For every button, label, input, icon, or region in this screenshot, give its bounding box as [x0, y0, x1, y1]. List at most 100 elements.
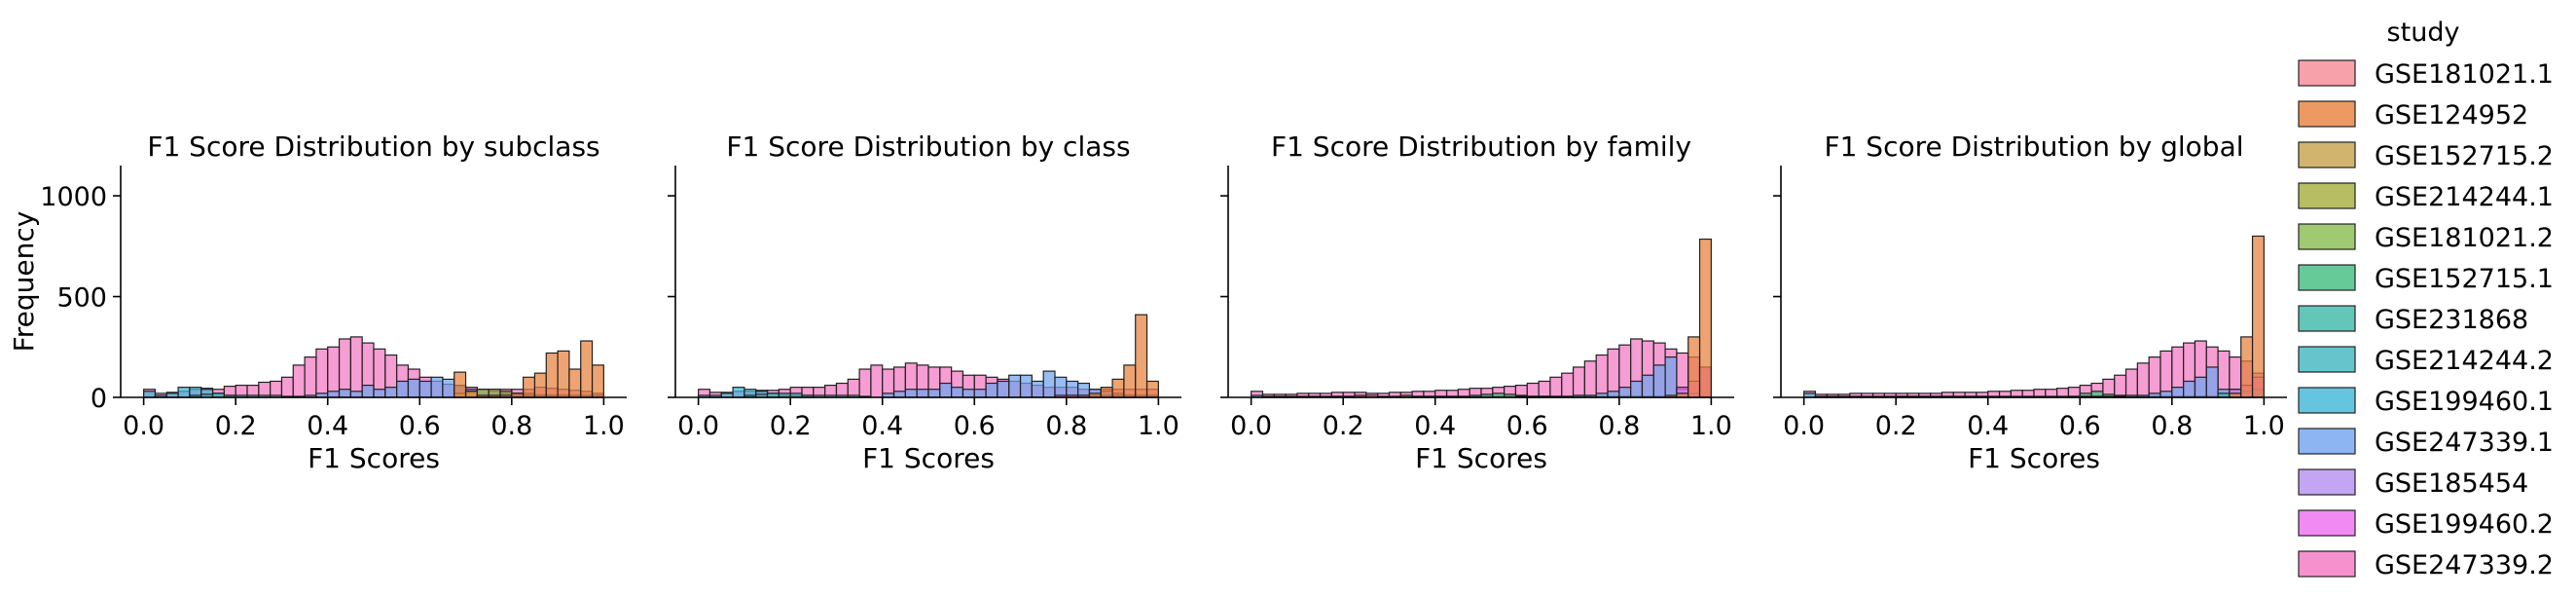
- histogram-bar: [1641, 374, 1654, 398]
- panel-title: F1 Score Distribution by subclass: [147, 131, 599, 163]
- legend-item: GSE152715.1: [2298, 264, 2554, 294]
- histogram-bars: [143, 336, 604, 398]
- histogram-bar: [1145, 380, 1159, 398]
- histogram-bar: [927, 389, 941, 398]
- histogram-bar: [2205, 366, 2219, 398]
- legend-item: GSE181021.2: [2298, 223, 2554, 253]
- histogram-bar: [1607, 391, 1620, 398]
- histogram-bar: [1111, 378, 1125, 398]
- histogram-bar: [454, 371, 467, 398]
- histogram-bar: [533, 372, 547, 398]
- histogram-bar: [1572, 366, 1585, 398]
- histogram-bar: [523, 376, 536, 398]
- histogram-bar: [1687, 336, 1701, 398]
- y-axis-label: Frequency: [8, 211, 40, 353]
- legend-item: GSE185454: [2298, 468, 2528, 499]
- histogram-bars: [698, 314, 1159, 398]
- histogram-bar: [997, 380, 1010, 398]
- histogram-bar: [870, 364, 884, 398]
- histogram-bar: [2171, 387, 2185, 398]
- histogram-bar: [1100, 387, 1113, 398]
- histogram-bar: [1538, 380, 1551, 398]
- histogram-bar: [464, 391, 478, 398]
- y-tick-label: 0: [91, 384, 107, 414]
- legend-label: GSE231868: [2375, 305, 2528, 335]
- histogram-bar: [2136, 362, 2150, 398]
- x-tick-label: 0.4: [1414, 411, 1456, 441]
- legend-item: GSE247339.2: [2298, 550, 2554, 580]
- legend-swatch: [2298, 550, 2356, 578]
- legend-label: GSE247339.1: [2375, 428, 2554, 458]
- x-axis-label: F1 Scores: [1415, 442, 1547, 474]
- histogram-bar: [591, 364, 604, 398]
- legend-swatch: [2298, 264, 2356, 291]
- histogram-bar: [1698, 238, 1712, 398]
- histogram-bar: [904, 389, 918, 398]
- legend-item: GSE214244.1: [2298, 182, 2554, 212]
- histogram-bar: [1618, 387, 1632, 398]
- x-tick-label: 0.2: [770, 411, 812, 441]
- histogram-bar: [1630, 380, 1644, 398]
- legend-swatch: [2298, 468, 2356, 496]
- legend-label: GSE214244.2: [2375, 346, 2554, 376]
- x-tick-label: 1.0: [2243, 411, 2285, 441]
- histogram-panel-2: F1 Score Distribution by class 0.0 0.2 0.4 0…: [668, 131, 1181, 474]
- x-tick-label: 0.0: [123, 411, 164, 441]
- histogram-bar: [1652, 364, 1666, 398]
- histogram-bar: [916, 389, 929, 398]
- histogram-bar: [315, 348, 329, 398]
- x-axis-label: F1 Scores: [308, 442, 440, 474]
- legend-swatch: [2298, 428, 2356, 455]
- legend-swatch: [2298, 305, 2356, 332]
- legend-swatch: [2298, 141, 2356, 168]
- y-tick-label: 500: [56, 283, 107, 314]
- x-tick-label: 0.8: [1598, 411, 1640, 441]
- histogram-bar: [292, 364, 306, 398]
- legend-label: GSE181021.1: [2375, 59, 2554, 90]
- legend-swatch: [2298, 100, 2356, 128]
- histogram-bar: [430, 376, 444, 398]
- x-tick-label: 0.0: [1230, 411, 1272, 441]
- x-tick-label: 0.6: [399, 411, 441, 441]
- x-tick-label: 0.0: [1783, 411, 1825, 441]
- panel-title: F1 Score Distribution by class: [726, 131, 1130, 163]
- x-tick-label: 0.4: [307, 411, 348, 441]
- x-tick-label: 0.6: [1506, 411, 1548, 441]
- histogram-bar: [177, 387, 191, 398]
- legend-label: GSE199460.2: [2375, 509, 2554, 540]
- x-tick-label: 0.8: [1045, 411, 1087, 441]
- histogram-bar: [1031, 380, 1044, 398]
- histogram-bar: [847, 378, 860, 398]
- histogram-bar: [327, 346, 341, 398]
- histogram-bar: [1135, 314, 1148, 398]
- histogram-bar: [1526, 382, 1540, 398]
- x-axis-label: F1 Scores: [1968, 442, 2100, 474]
- histogram-bar: [407, 378, 420, 398]
- histogram-bar: [557, 350, 570, 398]
- histogram-bar: [143, 391, 157, 398]
- x-tick-label: 1.0: [1690, 411, 1732, 441]
- x-tick-label: 0.6: [954, 411, 996, 441]
- x-axis-label: F1 Scores: [862, 442, 995, 474]
- legend-label: GSE152715.2: [2375, 141, 2554, 171]
- x-tick-label: 0.2: [1323, 411, 1364, 441]
- histogram-panel-3: F1 Score Distribution by family 0.0 0.2 0.4…: [1220, 131, 1734, 474]
- x-tick-label: 1.0: [583, 411, 625, 441]
- histogram-bar: [2251, 235, 2265, 398]
- histogram-bar: [939, 382, 953, 398]
- legend-item: GSE124952: [2298, 100, 2528, 131]
- histogram-bar: [304, 356, 317, 398]
- legend-label: GSE181021.2: [2375, 223, 2554, 253]
- histogram-bar: [973, 389, 987, 398]
- legend-label: GSE185454: [2375, 468, 2528, 499]
- legend-item: GSE247339.1: [2298, 428, 2554, 458]
- histogram-bar: [732, 387, 745, 398]
- histogram-bar: [349, 336, 363, 398]
- legend-label: GSE124952: [2375, 100, 2528, 131]
- legend-label: GSE199460.1: [2375, 387, 2554, 417]
- histogram-bar: [2194, 376, 2207, 398]
- legend-item: GSE214244.2: [2298, 346, 2554, 376]
- x-tick-label: 0.4: [1967, 411, 2009, 441]
- histogram-bar: [361, 384, 375, 398]
- histogram-panel-1: F1 Score Distribution by subclass 0.0 0.2 0…: [8, 131, 627, 474]
